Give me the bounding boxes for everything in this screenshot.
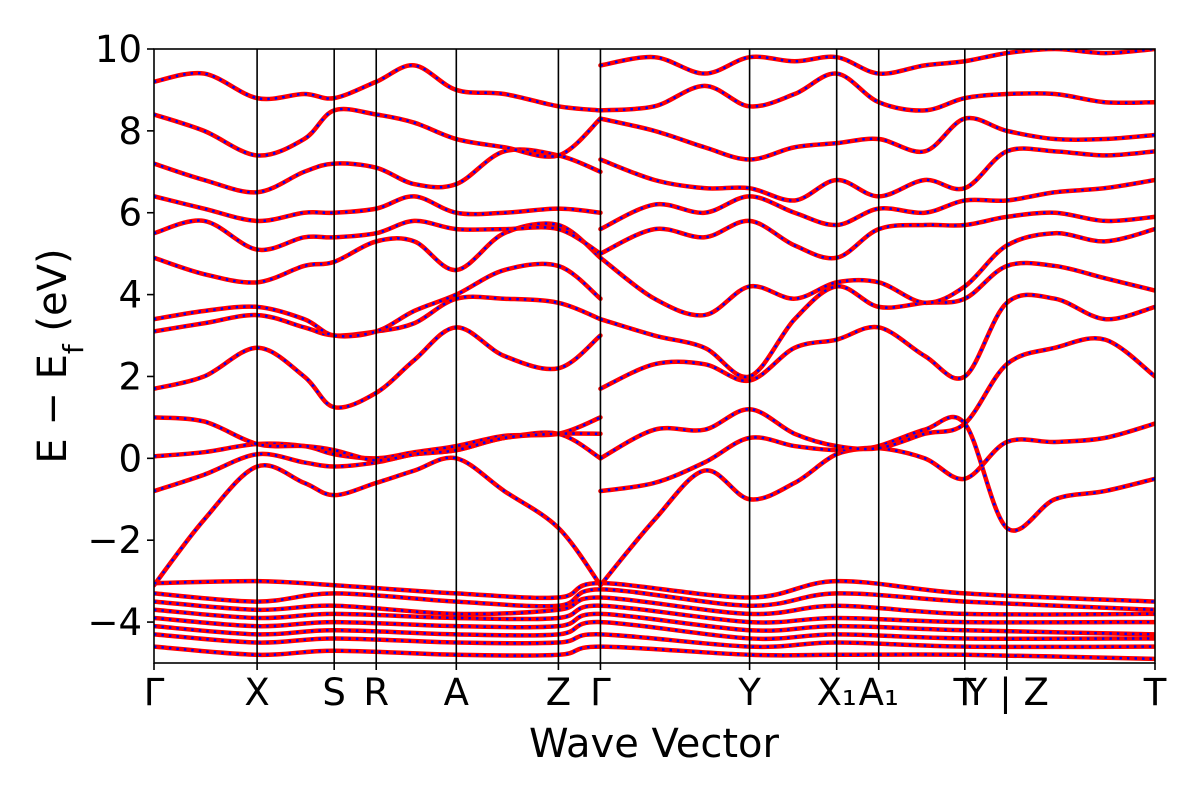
x-tick-label: S [322,671,346,714]
y-axis-title: E − Ef (eV) [30,248,90,463]
x-tick-label: T [1143,671,1167,714]
x-tick-label: T [953,671,977,714]
band-32-dotted-line [154,633,1155,649]
x-axis-title: Wave Vector [529,721,780,767]
x-tick-label: Y [737,671,761,714]
band-33 [154,644,1155,662]
band-30-dotted-line [154,612,1155,636]
y-tick-label: −2 [87,519,142,562]
y-tick-label: −4 [87,601,142,644]
band-33-dotted-line [154,645,1155,661]
band-28 [154,595,1155,617]
band-29 [154,603,1155,625]
x-tick-label: X₁ [817,671,857,714]
x-tick-label: Γ [144,671,165,714]
x-tick-label: Y | Z [964,671,1049,714]
x-tick-label: Z [546,671,571,714]
band-15-dotted-line [600,422,1155,493]
x-tick-label: A₁ [859,671,899,714]
band-26 [154,578,1155,604]
y-axis-ticks: −4 −2 0 2 4 6 8 10 [87,28,154,644]
plot-frame [153,48,1156,664]
y-tick-label: 2 [118,355,142,398]
y-tick-label: 4 [118,274,142,317]
band-27-dotted-line [154,588,1155,612]
x-tick-label: Γ [590,671,611,714]
band-31-dotted-line [154,620,1155,641]
y-tick-label: 6 [118,192,142,235]
band-19-dotted-line [599,227,1155,317]
y-axis-title-subscript: f [57,343,90,354]
x-tick-label: R [363,671,389,714]
y-tick-label: 0 [118,437,142,480]
y-axis-title-main: E − E [30,354,76,464]
y-axis-title-unit: (eV) [30,248,76,344]
band-27 [154,587,1155,613]
kpath-separators [256,49,1008,663]
band-31 [154,619,1155,642]
band-29-dotted-line [154,604,1155,624]
x-tick-label: X [244,671,269,714]
y-tick-label: 8 [118,110,142,153]
x-tick-label: A [444,671,469,714]
band-26-dotted-line [154,579,1155,603]
band-30 [154,611,1155,637]
band-32 [154,632,1155,650]
band-28-dotted-line [154,596,1155,616]
band-4-dotted-line [154,416,601,462]
y-tick-label: 10 [95,28,142,71]
